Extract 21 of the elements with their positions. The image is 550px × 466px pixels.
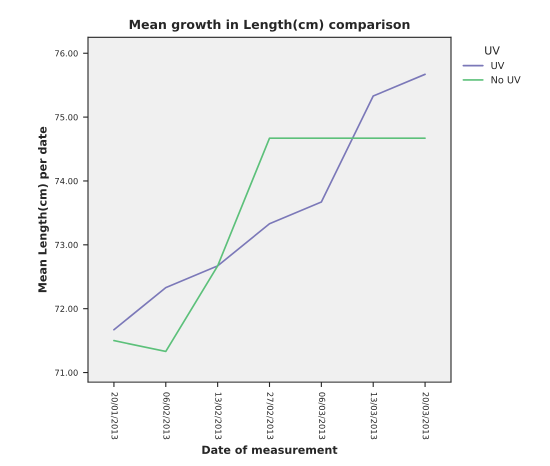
x-tick-label: 27/02/2013 <box>266 392 274 440</box>
x-tick-label: 20/01/2013 <box>110 392 118 440</box>
x-tick-label: 13/02/2013 <box>214 392 222 440</box>
y-tick-label: 74.00 <box>55 178 78 184</box>
line-series <box>113 73 426 331</box>
y-axis-title: Mean Length(cm) per date <box>38 126 49 292</box>
x-tick-label: 20/03/2013 <box>422 392 429 440</box>
y-tick-label: 75.00 <box>55 114 78 120</box>
x-tick-label: 06/03/2013 <box>318 392 326 440</box>
legend-title: UV <box>485 46 500 55</box>
legend-label: No UV <box>492 76 521 84</box>
y-tick-label: 73.00 <box>55 242 78 248</box>
x-axis-title: Date of measurement <box>202 445 338 454</box>
line-series <box>113 137 426 352</box>
chart-title: Mean growth in Length(cm) comparison <box>130 19 410 32</box>
y-tick-label: 76.00 <box>55 50 78 57</box>
x-tick-label: 06/02/2013 <box>162 392 170 440</box>
y-tick-label: 72.00 <box>55 306 78 312</box>
y-tick-label: 71.00 <box>55 370 78 376</box>
x-tick-label: 13/03/2013 <box>370 392 378 440</box>
legend-label: UV <box>491 62 504 70</box>
